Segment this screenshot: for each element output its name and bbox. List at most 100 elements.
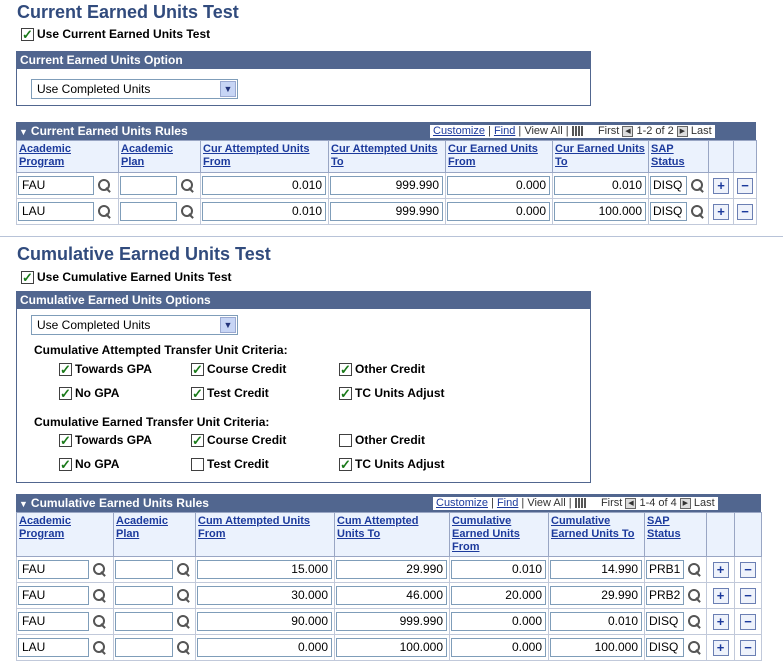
earn-from-input[interactable]: 20.000 bbox=[451, 586, 546, 605]
col-academic-program[interactable]: Academic Program bbox=[16, 140, 119, 173]
sap-status-input[interactable]: DISQ bbox=[650, 176, 687, 195]
customize-link[interactable]: Customize bbox=[433, 125, 485, 137]
next-icon[interactable]: ▶ bbox=[679, 497, 691, 509]
last-label[interactable]: Last bbox=[690, 125, 712, 137]
lookup-icon[interactable] bbox=[686, 613, 703, 630]
plan-input[interactable] bbox=[115, 560, 173, 579]
col-att-to[interactable]: Cum Attempted Units To bbox=[334, 512, 450, 557]
delete-row-button[interactable]: − bbox=[737, 177, 753, 194]
checkbox-icon[interactable] bbox=[191, 362, 204, 376]
checkbox-icon[interactable] bbox=[59, 457, 72, 471]
earn-no-gpa-checkbox[interactable]: No GPA bbox=[59, 457, 119, 471]
delete-row-button[interactable]: − bbox=[740, 613, 756, 630]
add-row-button[interactable]: + bbox=[712, 587, 729, 604]
collapse-icon[interactable]: ▼ bbox=[19, 499, 28, 509]
att-from-input[interactable]: 90.000 bbox=[197, 612, 332, 631]
next-icon[interactable]: ▶ bbox=[676, 125, 688, 137]
current-option-select[interactable]: Use Completed Units ▼ bbox=[31, 79, 238, 99]
att-no-gpa-checkbox[interactable]: No GPA bbox=[59, 386, 119, 400]
find-link[interactable]: Find bbox=[493, 125, 516, 137]
find-link[interactable]: Find bbox=[496, 497, 519, 509]
sap-status-input[interactable]: DISQ bbox=[646, 612, 684, 631]
lookup-icon[interactable] bbox=[689, 177, 706, 194]
plan-input[interactable] bbox=[120, 176, 177, 195]
lookup-icon[interactable] bbox=[179, 203, 196, 220]
sap-status-input[interactable]: PRB1 bbox=[646, 560, 684, 579]
cumulative-option-select[interactable]: Use Completed Units ▼ bbox=[31, 315, 238, 335]
col-sap-status[interactable]: SAP Status bbox=[648, 140, 709, 173]
col-earn-from[interactable]: Cumulative Earned Units From bbox=[449, 512, 549, 557]
checkbox-icon[interactable] bbox=[339, 386, 352, 400]
att-from-input[interactable]: 0.010 bbox=[202, 202, 326, 221]
checkbox-icon[interactable] bbox=[339, 433, 352, 447]
delete-row-button[interactable]: − bbox=[737, 203, 753, 220]
chevron-down-icon[interactable]: ▼ bbox=[220, 81, 236, 97]
lookup-icon[interactable] bbox=[91, 639, 108, 656]
add-row-button[interactable]: + bbox=[712, 639, 729, 656]
earn-course-credit-checkbox[interactable]: Course Credit bbox=[191, 433, 286, 447]
att-tc-units-adjust-checkbox[interactable]: TC Units Adjust bbox=[339, 386, 445, 400]
lookup-icon[interactable] bbox=[91, 561, 108, 578]
earn-from-input[interactable]: 0.010 bbox=[451, 560, 546, 579]
lookup-icon[interactable] bbox=[175, 613, 192, 630]
use-current-test-checkbox[interactable]: Use Current Earned Units Test bbox=[21, 27, 210, 41]
att-towards-gpa-checkbox[interactable]: Towards GPA bbox=[59, 362, 152, 376]
add-row-button[interactable]: + bbox=[713, 177, 729, 194]
earn-tc-units-adjust-checkbox[interactable]: TC Units Adjust bbox=[339, 457, 445, 471]
att-to-input[interactable]: 999.990 bbox=[330, 202, 443, 221]
col-att-from[interactable]: Cum Attempted Units From bbox=[195, 512, 335, 557]
earn-to-input[interactable]: 0.010 bbox=[554, 176, 646, 195]
lookup-icon[interactable] bbox=[175, 561, 192, 578]
checkbox-icon[interactable] bbox=[21, 27, 34, 41]
program-input[interactable]: FAU bbox=[18, 176, 94, 195]
checkbox-icon[interactable] bbox=[21, 270, 34, 284]
delete-row-button[interactable]: − bbox=[740, 587, 756, 604]
col-academic-plan[interactable]: Academic Plan bbox=[113, 512, 196, 557]
program-input[interactable]: LAU bbox=[18, 202, 94, 221]
grid-download-icon[interactable] bbox=[571, 126, 583, 137]
lookup-icon[interactable] bbox=[96, 203, 113, 220]
prev-icon[interactable]: ◀ bbox=[625, 497, 637, 509]
earn-towards-gpa-checkbox[interactable]: Towards GPA bbox=[59, 433, 152, 447]
add-row-button[interactable]: + bbox=[712, 561, 729, 578]
att-to-input[interactable]: 100.000 bbox=[336, 638, 447, 657]
grid-download-icon[interactable] bbox=[574, 498, 586, 509]
delete-row-button[interactable]: − bbox=[740, 561, 756, 578]
add-row-button[interactable]: + bbox=[713, 203, 729, 220]
add-row-button[interactable]: + bbox=[712, 613, 729, 630]
checkbox-icon[interactable] bbox=[191, 386, 204, 400]
col-academic-plan[interactable]: Academic Plan bbox=[118, 140, 201, 173]
program-input[interactable]: FAU bbox=[18, 560, 89, 579]
att-from-input[interactable]: 0.010 bbox=[202, 176, 326, 195]
earn-from-input[interactable]: 0.000 bbox=[451, 638, 546, 657]
chevron-down-icon[interactable]: ▼ bbox=[220, 317, 236, 333]
lookup-icon[interactable] bbox=[91, 587, 108, 604]
view-all-link[interactable]: View All bbox=[524, 125, 563, 137]
lookup-icon[interactable] bbox=[686, 587, 703, 604]
checkbox-icon[interactable] bbox=[59, 362, 72, 376]
att-from-input[interactable]: 0.000 bbox=[197, 638, 332, 657]
col-att-from[interactable]: Cur Attempted Units From bbox=[200, 140, 329, 173]
plan-input[interactable] bbox=[115, 638, 173, 657]
first-label[interactable]: First bbox=[600, 497, 623, 509]
att-to-input[interactable]: 999.990 bbox=[330, 176, 443, 195]
lookup-icon[interactable] bbox=[175, 639, 192, 656]
col-att-to[interactable]: Cur Attempted Units To bbox=[328, 140, 446, 173]
earn-from-input[interactable]: 0.000 bbox=[447, 176, 550, 195]
earn-to-input[interactable]: 100.000 bbox=[550, 638, 642, 657]
program-input[interactable]: LAU bbox=[18, 638, 89, 657]
col-earn-from[interactable]: Cur Earned Units From bbox=[445, 140, 553, 173]
checkbox-icon[interactable] bbox=[339, 457, 352, 471]
last-label[interactable]: Last bbox=[693, 497, 715, 509]
att-to-input[interactable]: 46.000 bbox=[336, 586, 447, 605]
prev-icon[interactable]: ◀ bbox=[622, 125, 634, 137]
delete-row-button[interactable]: − bbox=[740, 639, 756, 656]
program-input[interactable]: FAU bbox=[18, 612, 89, 631]
sap-status-input[interactable]: PRB2 bbox=[646, 586, 684, 605]
customize-link[interactable]: Customize bbox=[436, 497, 488, 509]
checkbox-icon[interactable] bbox=[59, 386, 72, 400]
lookup-icon[interactable] bbox=[175, 587, 192, 604]
first-label[interactable]: First bbox=[597, 125, 620, 137]
plan-input[interactable] bbox=[115, 612, 173, 631]
checkbox-icon[interactable] bbox=[191, 433, 204, 447]
